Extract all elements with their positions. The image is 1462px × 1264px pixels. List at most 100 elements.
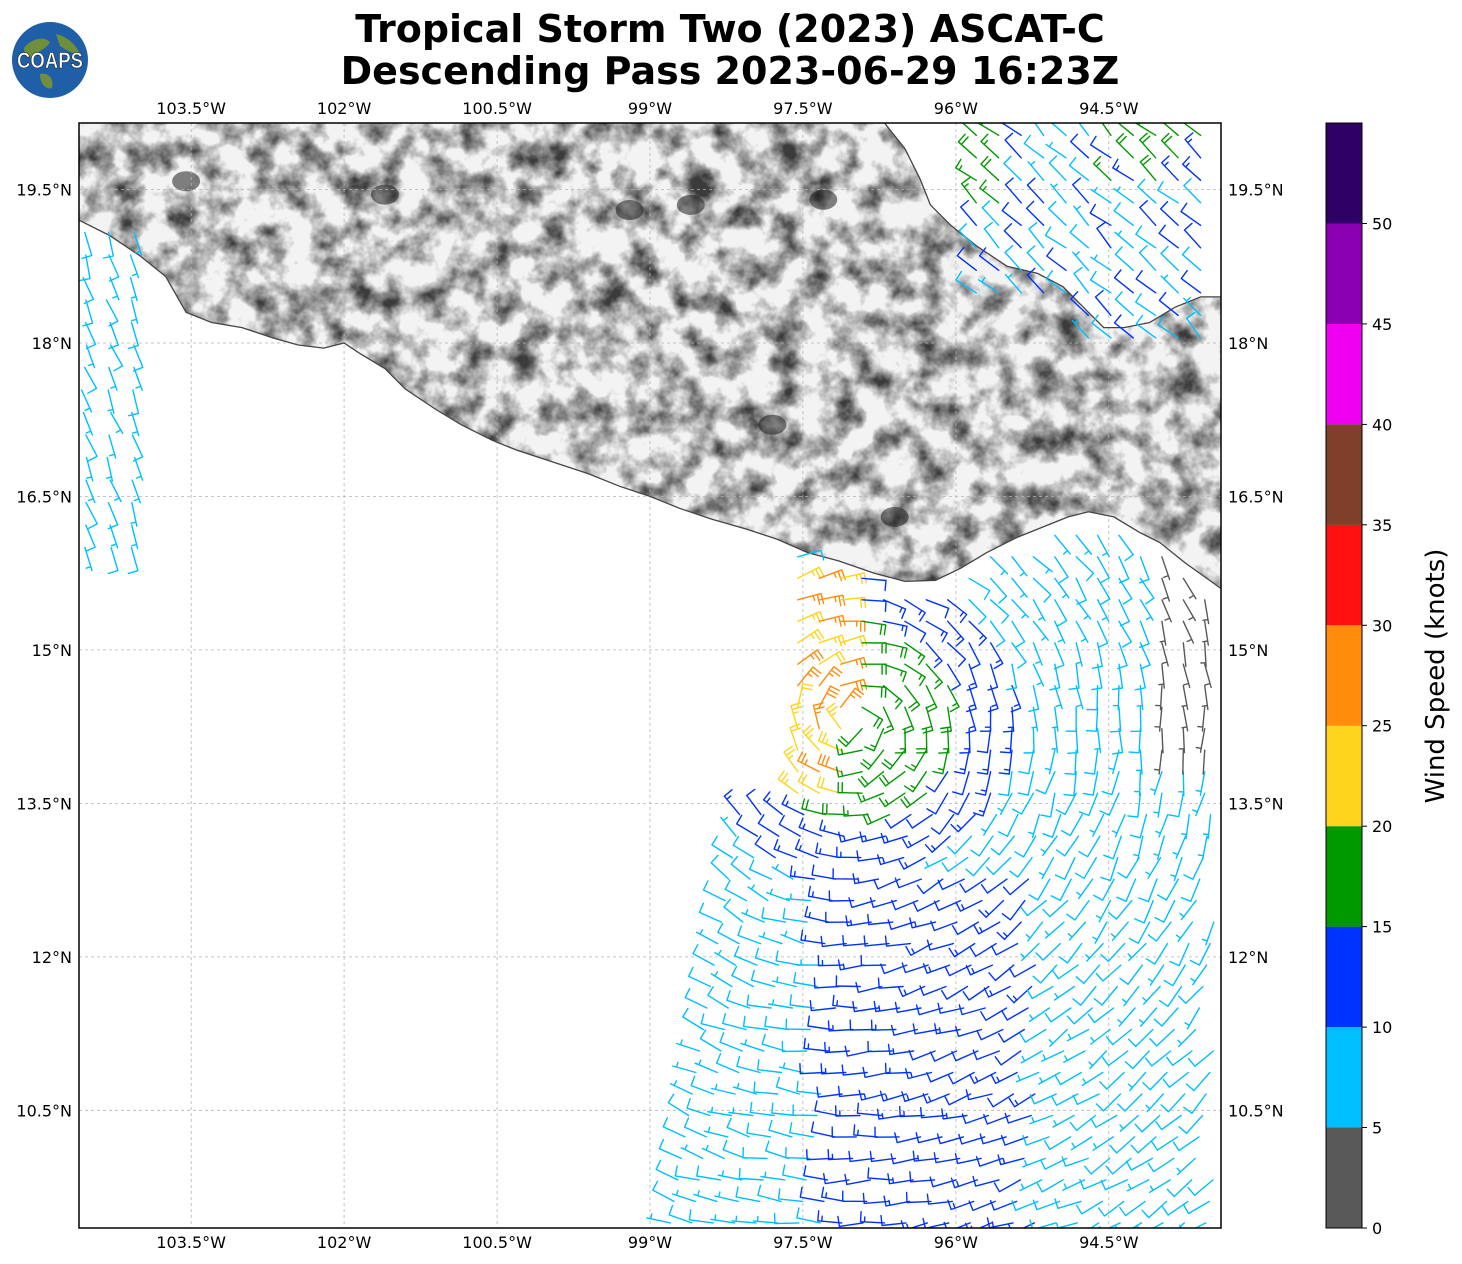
terrain-peak [809,189,838,210]
wind-barb [1035,942,1061,961]
wind-barb [1092,155,1112,181]
wind-barb [107,501,119,530]
wind-barb [836,846,862,859]
wind-barb [1184,132,1202,159]
wind-barb [1182,620,1195,644]
wind-barb [989,642,1004,670]
wind-barb [782,908,808,923]
wind-barb [775,950,801,966]
wind-barb [1139,599,1154,621]
wind-barb [1011,577,1028,598]
wind-barb [1085,942,1104,962]
wind-barb [127,321,139,350]
wind-barb [764,1140,790,1160]
wind-barb [1182,156,1202,181]
wind-barb [962,985,990,1001]
wind-barb [1109,1136,1136,1154]
wind-barb [105,456,114,482]
wind-barb [1179,899,1197,921]
wind-barb [884,813,912,829]
wind-barb [1138,1007,1158,1027]
wind-barb [109,276,120,301]
wind-barb [655,1159,679,1181]
wind-barb [686,1098,711,1117]
wind-barb [723,898,744,923]
wind-barb [777,1188,804,1203]
wind-barb [803,1037,829,1052]
wind-barb [1089,270,1112,294]
wind-barb [861,577,887,592]
wind-barb [1005,663,1018,691]
wind-barb [710,971,733,988]
wind-barb [981,200,1000,226]
wind-barb [1127,792,1142,818]
wind-barb [924,835,951,853]
wind-barb [1008,964,1036,978]
wind-barb [835,766,863,778]
wind-barb [1153,835,1165,860]
wind-barb [731,965,754,988]
wind-barb [922,1093,950,1104]
wind-barb [1096,599,1110,622]
wind-barb [1114,246,1134,271]
wind-barb [1075,556,1095,582]
wind-barb [1145,856,1162,879]
wind-barb [710,854,730,880]
wind-barb [832,868,858,880]
wind-barb [968,620,987,646]
wind-barb [1158,224,1179,249]
wind-barb [912,1150,939,1162]
wind-barb [861,620,887,636]
wind-barb [844,1173,872,1186]
wind-barb [688,966,712,988]
wind-barb [882,642,908,659]
wind-barb [1134,771,1142,797]
wind-barb [1157,181,1179,204]
lon-label: 99°W [628,99,672,118]
wind-barb [1202,620,1209,646]
colorbar-tick-label: 40 [1372,415,1392,434]
wind-barb [1050,123,1067,136]
wind-barb [958,223,977,249]
wind-barb [1117,123,1134,136]
wind-barb [818,634,846,647]
wind-barb [1051,1093,1079,1106]
wind-barb [832,994,858,1009]
wind-barb [1096,556,1110,584]
wind-barb [997,813,1019,837]
wind-barbs [79,123,1215,1228]
wind-barb [1063,771,1077,797]
wind-barb [857,771,885,788]
wind-barb [1129,813,1148,839]
wind-barb [1134,123,1157,136]
wind-barb [867,1167,893,1181]
lon-label: 100.5°W [462,99,532,118]
wind-barb [818,685,840,708]
lat-label: 12°N [32,948,72,967]
wind-barb [887,1173,914,1185]
wind-barb [904,642,926,666]
wind-barb [1028,222,1045,249]
wind-barb [1147,1157,1175,1173]
wind-barb [1078,123,1090,136]
wind-barb [947,835,973,855]
logo-land-mass [24,38,50,58]
wind-barb [977,123,1000,136]
wind-barb [1114,291,1134,317]
wind-barb [1083,749,1099,775]
wind-barb [1157,878,1179,901]
wind-barb [821,803,848,816]
wind-barb [1044,1136,1072,1151]
wind-barb [1022,1157,1046,1168]
wind-barb [902,835,930,849]
wind-barb [968,577,991,600]
wind-barb [882,599,907,619]
wind-barb [1203,813,1212,840]
wind-barb [1195,728,1206,753]
lon-label: 100.5°W [462,1233,532,1252]
wind-barb [711,835,733,859]
wind-barb [714,1191,739,1203]
wind-barb [1141,1200,1168,1219]
wind-barb [1060,813,1083,837]
